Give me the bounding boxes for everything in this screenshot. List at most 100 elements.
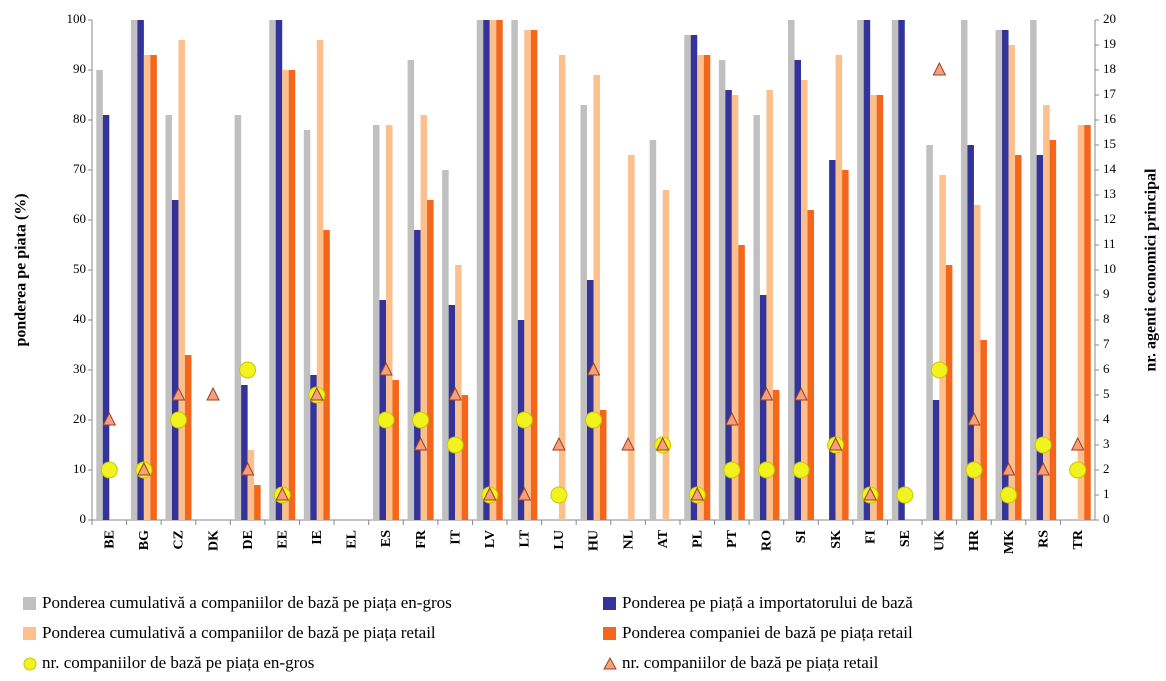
legend-label: Ponderea companiei de bază pe piața reta… [622,623,913,642]
y2-tick-label: 8 [1103,311,1110,326]
marker-circle [792,461,810,479]
bar [143,55,151,520]
bar [137,20,144,520]
bar [926,145,933,520]
bar [372,125,380,520]
bar [945,265,953,520]
bar [876,95,884,520]
y-tick-label: 10 [73,461,86,476]
bar [684,35,691,520]
bar [870,95,877,520]
bar [558,55,566,520]
bar [234,115,242,520]
x-tick-label: CZ [172,530,187,549]
x-tick-label: AT [656,529,671,548]
marker-circle [723,461,741,479]
marker-triangle [1036,461,1050,476]
x-tick-label: SI [794,530,809,543]
marker-triangle [690,486,705,501]
y2-tick-label: 5 [1103,386,1110,401]
x-tick-label: HR [967,529,982,551]
bar [427,200,434,520]
bar [303,130,311,520]
bar [1043,105,1050,520]
y2-tick-label: 10 [1103,261,1116,276]
bar [511,20,518,520]
bar [801,80,808,520]
marker-triangle [102,411,117,426]
marker-triangle [1070,436,1085,451]
bar [241,385,248,520]
bar [738,245,745,520]
bar [725,90,732,520]
x-tick-label: EE [275,530,290,549]
bar [1049,140,1057,520]
y2-tick-label: 9 [1103,286,1110,301]
bar [600,410,607,520]
y-tick-label: 20 [73,411,86,426]
marker-circle [1000,486,1018,504]
marker-circle [377,411,395,429]
y2-tick-label: 4 [1103,411,1110,426]
marker-triangle [310,386,324,401]
bar [407,60,415,520]
bar [392,380,399,520]
marker-triangle [275,486,290,501]
bar [96,70,103,520]
y-tick-label: 50 [73,261,86,276]
marker-triangle [379,361,393,376]
bar [316,40,324,520]
x-tick-label: BE [103,530,118,549]
bar [455,265,462,520]
x-tick-label: IE [310,530,325,545]
marker-triangle [137,461,151,476]
x-tick-label: NL [621,530,636,549]
y2-tick-label: 3 [1103,436,1110,451]
bar [973,205,981,520]
bar [1084,125,1091,520]
x-tick-label: DE [241,530,256,549]
bar [496,20,503,520]
bar [530,30,538,520]
bar [1036,155,1044,520]
bar [628,155,635,520]
marker-triangle [863,486,877,501]
y2-tick-label: 14 [1103,161,1117,176]
bar [967,145,974,520]
y-tick-label: 90 [73,61,86,76]
marker-triangle [517,486,532,501]
bar [649,140,657,520]
bar [130,20,138,520]
marker-triangle [482,486,497,501]
y-tick-label: 30 [73,361,86,376]
y2-tick-label: 18 [1103,61,1116,76]
bar [863,20,871,520]
bar [932,400,940,520]
bar [379,300,386,520]
marker-circle [515,411,533,429]
x-tick-label: HU [587,530,602,551]
marker-circle [757,461,775,479]
marker-triangle [552,436,566,451]
bar [282,70,289,520]
bar [662,190,670,520]
marker-triangle [586,361,601,376]
x-tick-label: MK [1002,530,1017,554]
marker-triangle [1001,461,1016,476]
y-tick-label: 100 [67,11,87,26]
marker-circle [446,436,464,454]
bar [1030,20,1037,520]
bar [247,450,255,520]
bar [476,20,484,520]
x-tick-label: SK [829,530,844,549]
marker-triangle [240,461,255,476]
bar [254,485,261,520]
y2-tick-label: 2 [1103,461,1110,476]
bar [310,375,317,520]
bar [753,115,760,520]
bar [288,70,296,520]
y-tick-label: 60 [73,211,86,226]
bar [1008,45,1016,520]
marker-circle [169,411,187,429]
x-tick-label: DK [206,530,221,551]
